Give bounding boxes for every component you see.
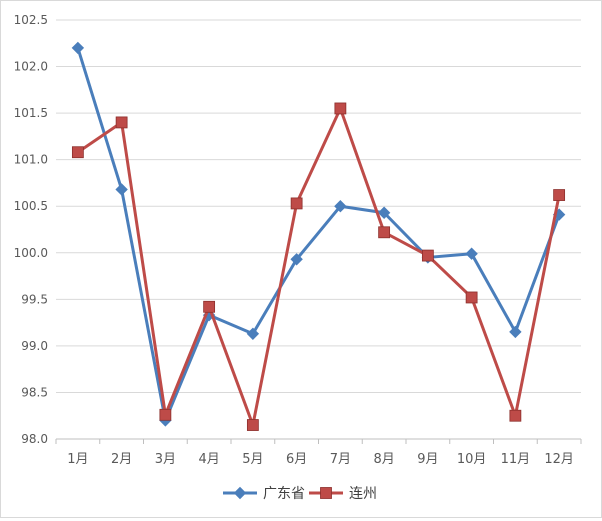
- legend-label: 连州: [349, 486, 377, 502]
- data-point: [290, 197, 303, 210]
- y-tick-label: 98.0: [21, 432, 48, 446]
- legend-marker: [233, 486, 247, 500]
- legend: 广东省 连州: [223, 486, 377, 502]
- data-point: [203, 300, 216, 313]
- data-point: [378, 226, 391, 239]
- x-tick-label: 12月: [544, 452, 574, 467]
- data-point: [377, 206, 391, 219]
- legend-item: 广东省: [223, 486, 305, 502]
- y-tick-label: 102.0: [14, 60, 48, 74]
- data-point: [334, 102, 347, 115]
- y-axis-ticks: 98.0 98.5 99.0 99.5 100.0 100.5 101.0 101.5 102.…: [14, 13, 48, 446]
- legend-marker: [320, 487, 332, 499]
- data-point: [115, 183, 128, 196]
- x-tick-label: 6月: [286, 452, 307, 467]
- y-tick-label: 100.0: [14, 246, 48, 260]
- data-point: [246, 327, 260, 340]
- x-tick-label: 9月: [417, 452, 438, 467]
- data-point: [465, 291, 478, 304]
- data-point: [290, 253, 303, 266]
- data-point: [553, 189, 566, 201]
- series-2: [71, 102, 566, 431]
- series-line: [77, 106, 561, 427]
- data-point: [246, 419, 259, 431]
- y-tick-label: 101.5: [14, 106, 48, 120]
- x-tick-label: 3月: [155, 452, 176, 467]
- y-tick-label: 101.0: [14, 153, 48, 167]
- x-tick-label: 10月: [457, 452, 487, 467]
- series-line: [76, 47, 561, 422]
- data-point: [71, 41, 85, 55]
- legend-label: 广东省: [263, 486, 305, 502]
- y-tick-label: 102.5: [14, 13, 48, 27]
- x-tick-label: 11月: [501, 452, 531, 467]
- y-tick-label: 99.5: [21, 292, 48, 306]
- x-tick-label: 5月: [242, 452, 263, 467]
- series-layer: [71, 41, 566, 431]
- data-point: [334, 200, 347, 213]
- x-tick-label: 1月: [67, 452, 88, 467]
- series-1: [71, 41, 566, 427]
- legend-item: 连州: [309, 486, 377, 502]
- x-axis: 1月 2月 3月 4月 5月 6月 7月 8月 9月 10月 11月 12月: [55, 438, 582, 467]
- x-tick-label: 4月: [198, 452, 219, 467]
- y-tick-label: 99.0: [21, 339, 48, 353]
- data-point: [421, 249, 434, 262]
- x-tick-label: 2月: [111, 452, 132, 467]
- y-tick-label: 98.5: [21, 385, 48, 399]
- data-point: [509, 409, 522, 422]
- data-point: [509, 325, 522, 339]
- data-point: [71, 146, 84, 159]
- x-tick-label: 7月: [330, 452, 351, 467]
- data-point: [159, 408, 172, 421]
- x-tick-label: 8月: [373, 452, 394, 467]
- y-tick-label: 100.5: [14, 199, 48, 213]
- data-point: [115, 116, 128, 129]
- data-point: [465, 247, 478, 260]
